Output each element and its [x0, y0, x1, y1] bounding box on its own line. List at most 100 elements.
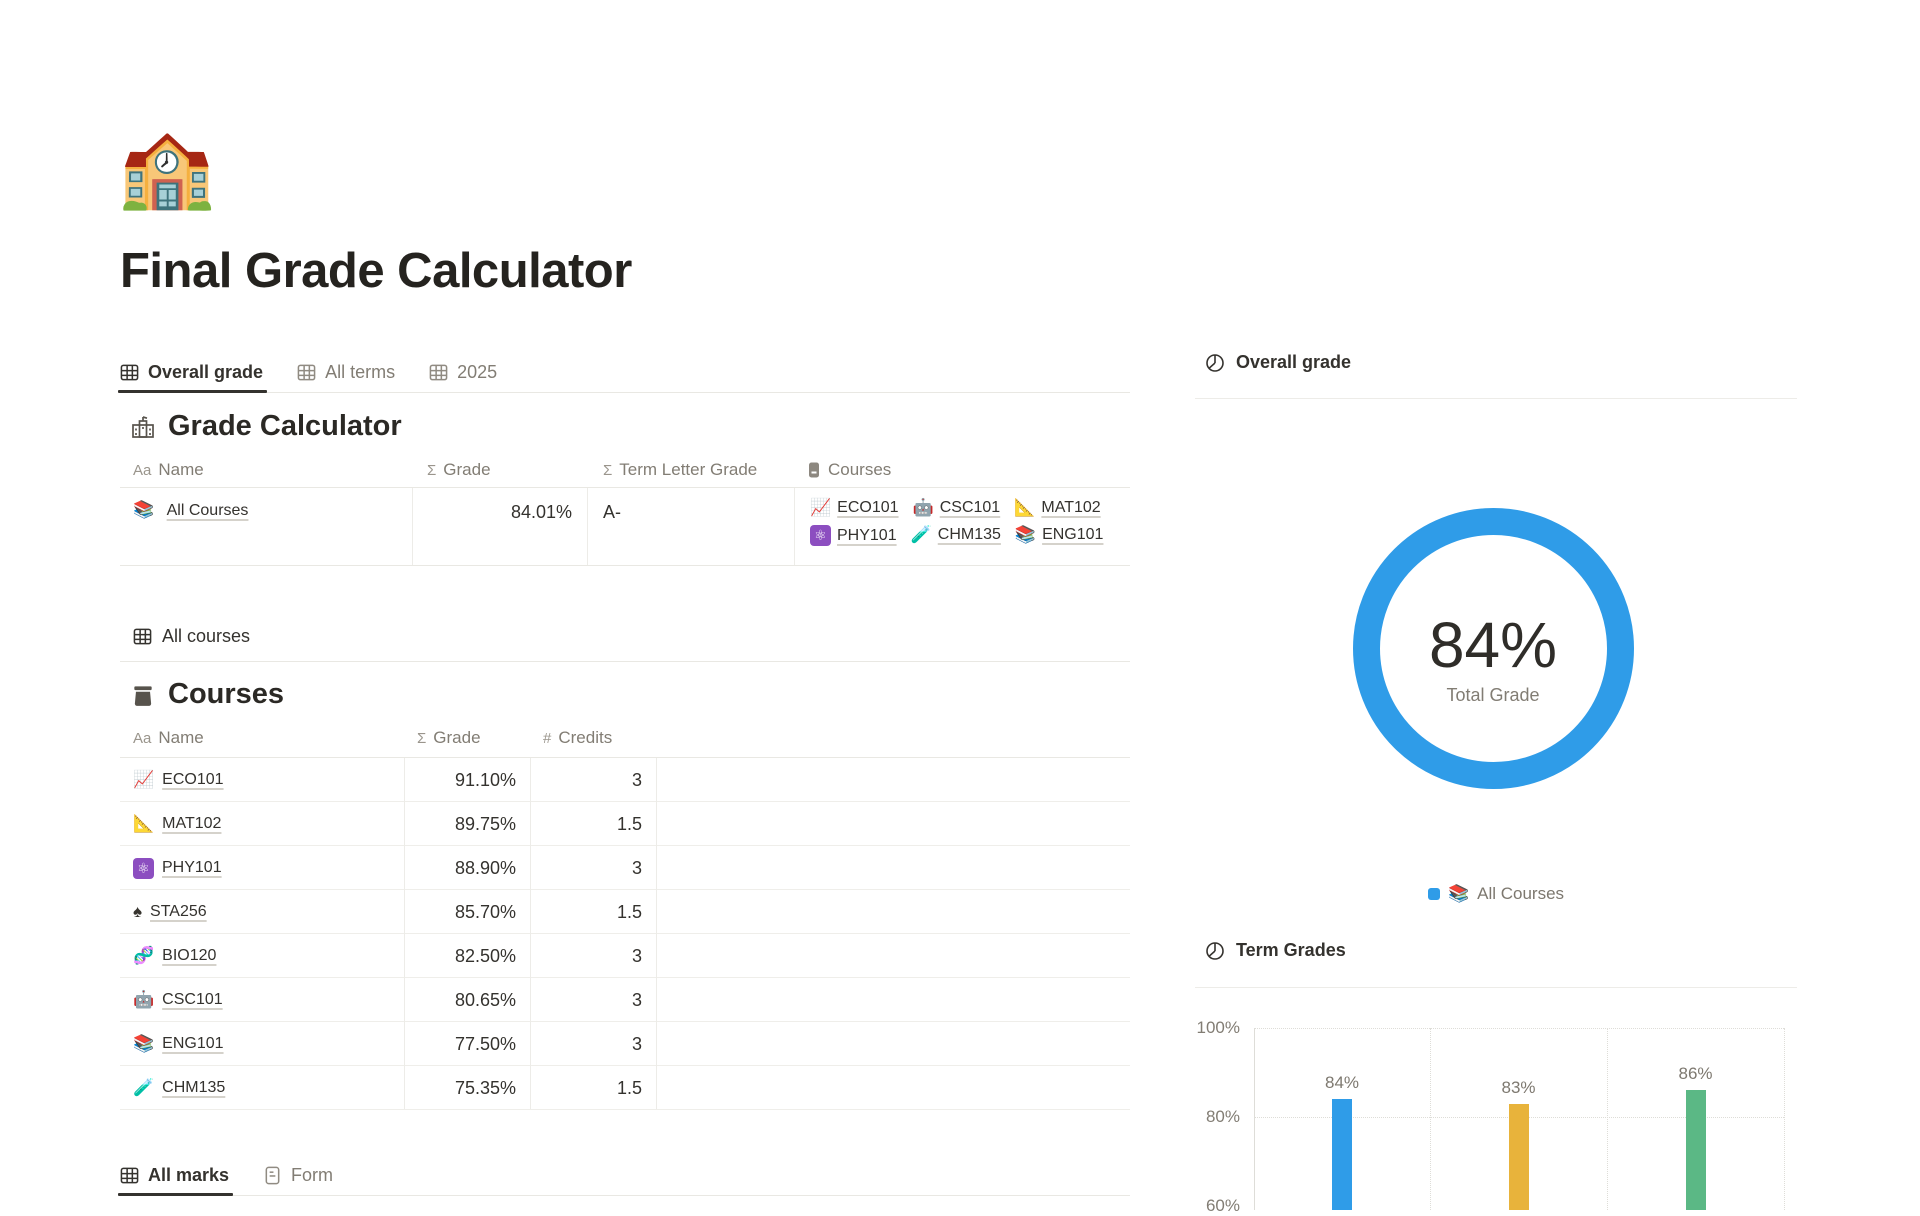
grade-cell[interactable]: 89.75% [454, 813, 516, 834]
column-header-name[interactable]: Aa Name [133, 460, 204, 480]
tab-label: Term Grades [1236, 940, 1346, 960]
legend-item[interactable]: 📚 All Courses [1427, 884, 1564, 904]
relation-chip[interactable]: 📈 ECO101 [810, 498, 899, 518]
chart-tab-overall-grade[interactable]: Overall grade [1205, 352, 1351, 373]
course-link[interactable]: ECO101 [162, 771, 224, 788]
column-header-credits[interactable]: # Credits [543, 728, 612, 748]
course-link[interactable]: CHM135 [162, 1079, 226, 1096]
column-header-term-letter-grade[interactable]: Σ Term Letter Grade [603, 460, 757, 480]
bar [1332, 1099, 1352, 1210]
view-tabbar: Overall grade All terms 2025 [117, 352, 1130, 393]
section-title: Grade Calculator [168, 410, 402, 442]
y-axis-tick: 60% [1205, 1196, 1240, 1215]
relation-chip[interactable]: 🧪 CHM135 [911, 525, 1001, 545]
table-row[interactable]: ♠ STA256 85.70% 1.5 [120, 890, 1130, 934]
credits-cell[interactable]: 3 [631, 945, 642, 966]
y-axis-tick: 100% [1196, 1018, 1240, 1037]
database-icon [134, 685, 152, 706]
column-label: Grade [433, 728, 481, 747]
grade-cell[interactable]: 80.65% [454, 989, 516, 1010]
credits-cell[interactable]: 3 [631, 989, 642, 1010]
table-row[interactable]: 📚 ENG101 77.50% 3 [120, 1022, 1130, 1066]
formula-property-icon: Σ [427, 461, 437, 479]
column-label: Term Letter Grade [619, 460, 758, 479]
course-link[interactable]: PHY101 [837, 526, 897, 544]
relation-chip[interactable]: 📚 ENG101 [1015, 525, 1104, 545]
tab-2025[interactable]: 2025 [429, 352, 497, 392]
course-link[interactable]: CSC101 [939, 499, 1001, 516]
pie-chart-icon [1206, 353, 1224, 372]
grade-calculator-heading: Grade Calculator [130, 410, 402, 443]
course-link[interactable]: BIO120 [162, 947, 217, 964]
all-courses-link[interactable]: All Courses [166, 502, 249, 519]
test-tube-icon: 🧪 [133, 1078, 155, 1097]
gridline [1254, 1028, 1784, 1029]
tab-all-courses[interactable]: All courses [133, 626, 250, 647]
chart-tab-term-grades[interactable]: Term Grades [1205, 940, 1346, 961]
column-header-grade[interactable]: Σ Grade [417, 728, 481, 748]
section-title: Courses [168, 678, 285, 710]
grade-cell[interactable]: 77.50% [454, 1033, 516, 1054]
credits-cell[interactable]: 3 [631, 857, 642, 878]
course-link[interactable]: CHM135 [937, 526, 1001, 543]
test-tube-icon: 🧪 [910, 525, 932, 544]
tab-all-terms[interactable]: All terms [297, 352, 395, 392]
course-link[interactable]: CSC101 [162, 991, 223, 1008]
credits-cell[interactable]: 1.5 [616, 1077, 642, 1098]
grade-cell[interactable]: 91.10% [454, 769, 516, 790]
course-link[interactable]: STA256 [150, 903, 207, 920]
term-letter-grade-cell[interactable]: A- [603, 502, 621, 522]
grade-cell[interactable]: 85.70% [454, 901, 516, 922]
table-row[interactable]: 🧪 CHM135 75.35% 1.5 [120, 1066, 1130, 1110]
relation-chip[interactable]: 🤖 CSC101 [913, 498, 1001, 518]
course-link[interactable]: MAT102 [1041, 499, 1101, 516]
credits-cell[interactable]: 3 [631, 1033, 642, 1054]
relation-chip[interactable]: ⚛ PHY101 [810, 525, 897, 546]
spade-suit-icon: ♠ [133, 902, 143, 921]
course-link[interactable]: MAT102 [162, 815, 222, 832]
bar-value-label: 83% [1501, 1077, 1536, 1097]
credits-cell[interactable]: 1.5 [616, 813, 642, 834]
grade-cell[interactable]: 84.01% [510, 502, 572, 522]
table-row[interactable]: 📚 All Courses 84.01% A- 📈 ECO101 🤖 CSC101 📐 M… [120, 488, 1130, 565]
credits-cell[interactable]: 3 [631, 769, 642, 790]
books-icon: 📚 [1447, 884, 1470, 903]
tab-all-marks[interactable]: All marks [117, 1155, 234, 1196]
donut-center-label: Total Grade [1446, 685, 1540, 705]
atom-symbol-icon: ⚛ [810, 525, 831, 546]
course-link[interactable]: ENG101 [1042, 526, 1104, 543]
table-row[interactable]: 🤖 CSC101 80.65% 3 [120, 978, 1130, 1022]
courses-table-body: 📈 ECO101 91.10% 3 📐 MAT102 89.75% 1.5 ⚛ PHY101 88.… [120, 758, 1130, 1110]
triangular-ruler-icon: 📐 [1014, 498, 1036, 517]
tab-overall-grade[interactable]: Overall grade [117, 352, 268, 393]
relation-chip[interactable]: 📐 MAT102 [1014, 498, 1100, 518]
tab-label: All terms [325, 361, 396, 382]
course-link[interactable]: PHY101 [162, 859, 222, 876]
column-header-name[interactable]: Aa Name [133, 728, 204, 748]
credits-cell[interactable]: 1.5 [616, 901, 642, 922]
legend-color-swatch [1427, 888, 1440, 900]
grade-cell[interactable]: 88.90% [454, 857, 516, 878]
column-header-grade[interactable]: Σ Grade [427, 460, 491, 480]
table-icon [297, 364, 316, 380]
grade-cell[interactable]: 75.35% [454, 1077, 516, 1098]
table-row[interactable]: 📐 MAT102 89.75% 1.5 [120, 802, 1130, 846]
table-row[interactable]: ⚛ PHY101 88.90% 3 [120, 846, 1130, 890]
robot-icon: 🤖 [912, 498, 934, 517]
table-row[interactable]: 🧬 BIO120 82.50% 3 [120, 934, 1130, 978]
form-icon [265, 1166, 280, 1184]
course-link[interactable]: ENG101 [162, 1035, 224, 1052]
y-axis-tick: 80% [1205, 1107, 1240, 1126]
bar [1508, 1103, 1529, 1210]
table-icon [120, 1167, 139, 1183]
course-link[interactable]: ECO101 [837, 499, 899, 516]
pie-chart-icon [1206, 941, 1224, 960]
table-row[interactable]: 📈 ECO101 91.10% 3 [120, 758, 1130, 802]
text-property-icon: Aa [133, 461, 152, 479]
column-header-courses[interactable]: Courses [807, 460, 891, 480]
column-label: Grade [443, 460, 491, 479]
grade-cell[interactable]: 82.50% [454, 945, 516, 966]
tab-form[interactable]: Form [263, 1155, 333, 1195]
courses-relation-cell[interactable]: 📈 ECO101 🤖 CSC101 📐 MAT102 ⚛ PHY101 🧪 CHM135 📚 ENG… [810, 498, 1130, 546]
bar [1685, 1090, 1706, 1210]
